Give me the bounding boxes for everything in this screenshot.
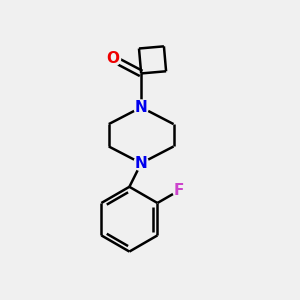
Text: N: N [135, 156, 148, 171]
Circle shape [172, 184, 186, 197]
Text: O: O [107, 51, 120, 66]
Circle shape [106, 51, 121, 66]
Circle shape [134, 156, 148, 171]
Circle shape [134, 100, 148, 115]
Text: N: N [135, 100, 148, 115]
Text: F: F [174, 183, 184, 198]
